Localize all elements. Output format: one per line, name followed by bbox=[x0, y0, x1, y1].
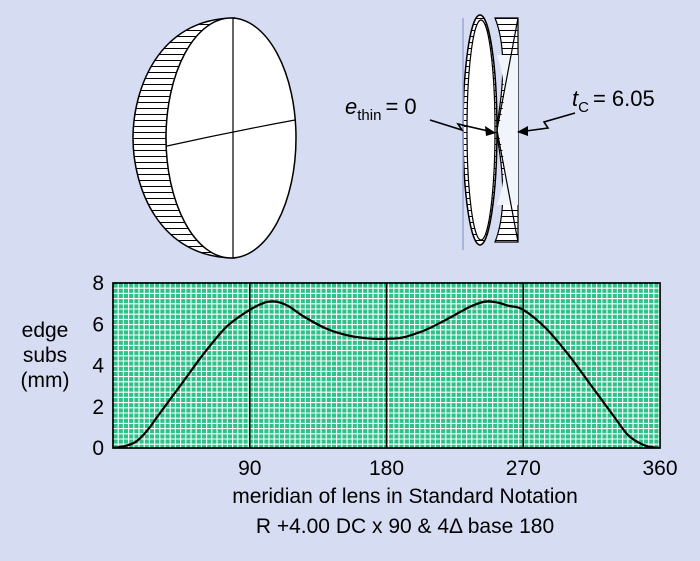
x-tick-label: 180 bbox=[369, 457, 404, 480]
tc-symbol: t bbox=[572, 86, 579, 111]
lens-front-face bbox=[165, 17, 297, 259]
y-tick-label: 2 bbox=[92, 396, 104, 419]
lens-side-back-face bbox=[497, 55, 518, 205]
x-tick-labels: 90 180 270 360 bbox=[238, 457, 677, 480]
x-axis-label-line: meridian of lens in Standard Notation bbox=[232, 485, 578, 508]
x-tick-label: 90 bbox=[238, 457, 261, 480]
y-tick-label: 0 bbox=[92, 437, 104, 460]
e-thin-arrowhead bbox=[485, 126, 496, 136]
tc-label: tC = 6.05 bbox=[572, 86, 655, 116]
y-tick-labels: 0 2 4 6 8 bbox=[92, 272, 104, 460]
tc-arrowhead bbox=[517, 126, 528, 136]
y-tick-label: 6 bbox=[92, 313, 104, 336]
lens-front-horizontal-meridian bbox=[166, 119, 296, 147]
tc-value: = 6.05 bbox=[593, 86, 655, 111]
x-axis-label: meridian of lens in Standard Notation R +… bbox=[232, 485, 578, 538]
e-thin-subscript: thin bbox=[357, 107, 381, 124]
y-axis-label-line: (mm) bbox=[21, 369, 70, 392]
e-thin-label: ethin = 0 bbox=[345, 94, 417, 124]
y-axis-label-line: subs bbox=[23, 344, 67, 367]
e-thin-value: = 0 bbox=[385, 94, 416, 119]
lens-side-view: ethin = 0 tC = 6.05 bbox=[345, 14, 655, 250]
x-tick-label: 360 bbox=[642, 457, 677, 480]
y-axis-label-line: edge bbox=[22, 319, 69, 342]
y-tick-label: 4 bbox=[92, 355, 104, 378]
x-axis-label-line: R +4.00 DC x 90 & 4Δ base 180 bbox=[256, 515, 554, 538]
edge-thickness-curve bbox=[113, 300, 660, 448]
curve-layer bbox=[113, 300, 660, 448]
lens-front-view bbox=[132, 17, 297, 259]
tc-subscript: C bbox=[578, 99, 589, 116]
tc-leader bbox=[525, 112, 576, 132]
plot-frame bbox=[112, 282, 661, 449]
e-thin-symbol: e bbox=[345, 94, 357, 119]
y-tick-label: 8 bbox=[92, 272, 104, 295]
x-tick-label: 270 bbox=[506, 457, 541, 480]
e-thin-leader bbox=[429, 119, 489, 132]
